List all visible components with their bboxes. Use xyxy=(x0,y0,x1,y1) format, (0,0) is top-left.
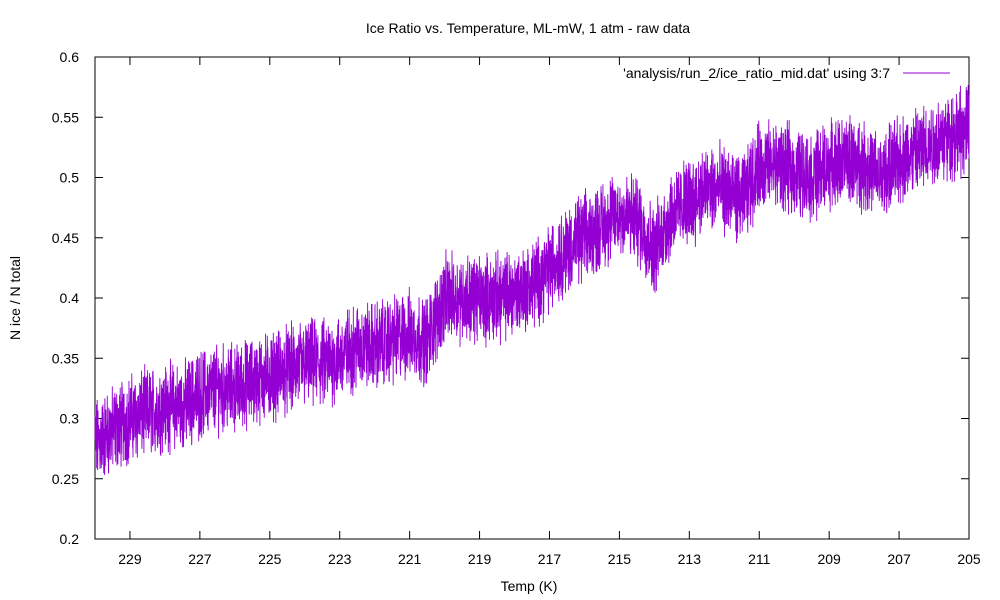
y-tick-label: 0.2 xyxy=(60,531,80,547)
chart-title: Ice Ratio vs. Temperature, ML-mW, 1 atm … xyxy=(366,20,690,36)
series-layer xyxy=(94,85,970,475)
y-tick-label: 0.5 xyxy=(60,170,80,186)
x-tick-label: 221 xyxy=(398,551,422,567)
x-tick-label: 223 xyxy=(328,551,352,567)
x-tick-label: 207 xyxy=(887,551,911,567)
x-tick-label: 217 xyxy=(538,551,562,567)
x-axis-label: Temp (K) xyxy=(501,578,558,594)
x-tick-label: 205 xyxy=(957,551,981,567)
x-tick-label: 215 xyxy=(608,551,632,567)
y-tick-label: 0.4 xyxy=(60,290,80,306)
axis-ticks xyxy=(95,56,970,540)
legend: 'analysis/run_2/ice_ratio_mid.dat' using… xyxy=(623,65,950,81)
x-tick-label: 211 xyxy=(748,551,771,567)
y-tick-label: 0.6 xyxy=(60,49,80,65)
x-tick-label: 229 xyxy=(118,551,142,567)
y-tick-label: 0.45 xyxy=(52,230,79,246)
x-tick-label: 213 xyxy=(678,551,702,567)
y-tick-label: 0.55 xyxy=(52,109,79,125)
y-tick-label: 0.25 xyxy=(52,471,79,487)
x-tick-label: 227 xyxy=(188,551,212,567)
y-tick-label: 0.3 xyxy=(60,411,80,427)
x-tick-label: 219 xyxy=(468,551,492,567)
legend-label: 'analysis/run_2/ice_ratio_mid.dat' using… xyxy=(623,65,890,81)
y-axis-label: N ice / N total xyxy=(7,256,23,340)
axis-tick-labels: 0.2 0.25 0.3 0.35 0.4 0.45 0.5 0.55 0.6 229 227 225… xyxy=(52,49,981,567)
series-line xyxy=(94,85,970,475)
y-tick-label: 0.35 xyxy=(52,350,79,366)
x-tick-label: 225 xyxy=(258,551,282,567)
x-tick-label: 209 xyxy=(817,551,841,567)
